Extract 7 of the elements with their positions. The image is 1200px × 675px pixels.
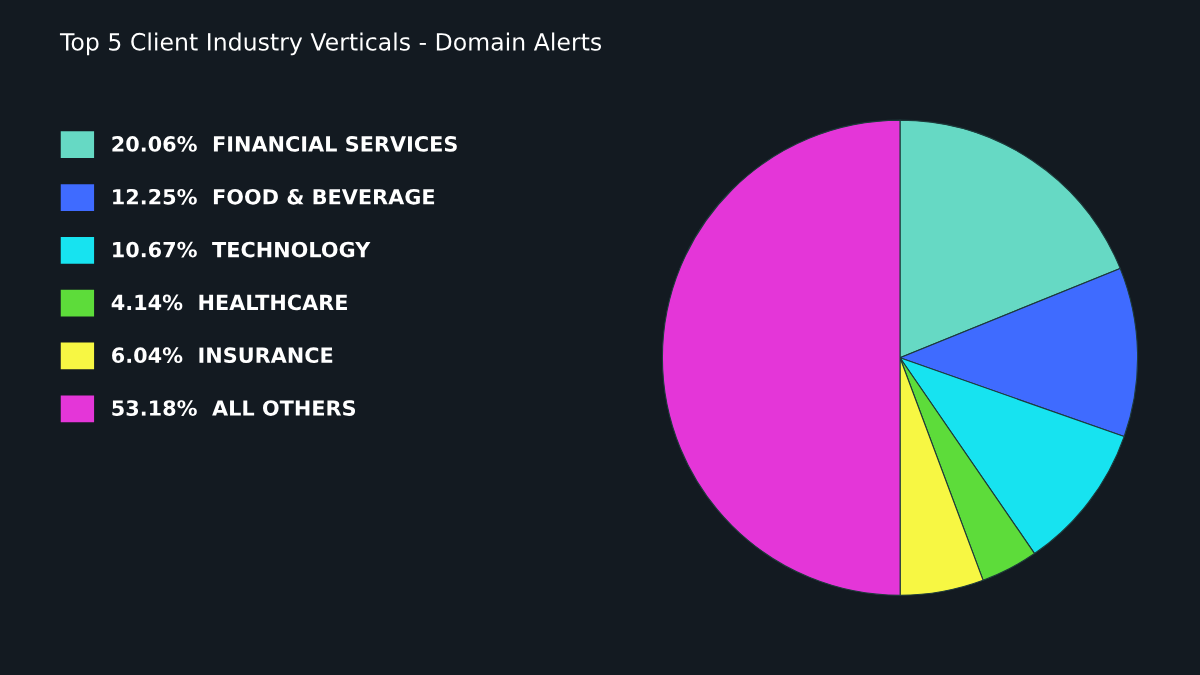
legend-label: 53.18% ALL OTHERS — [112, 400, 356, 416]
legend-label: 4.14% HEALTHCARE — [111, 294, 347, 311]
legend-label: 6.04% INSURANCE — [112, 347, 333, 364]
legend-label: 12.25% FOOD & BEVERAGE — [113, 188, 435, 205]
chart-title: Top 5 Client Industry Verticals - Domain Alerts — [59, 32, 602, 56]
legend-label: 20.06% FINANCIAL SERVICES — [112, 136, 457, 152]
legend-label: 10.67% TECHNOLOGY — [113, 241, 371, 258]
